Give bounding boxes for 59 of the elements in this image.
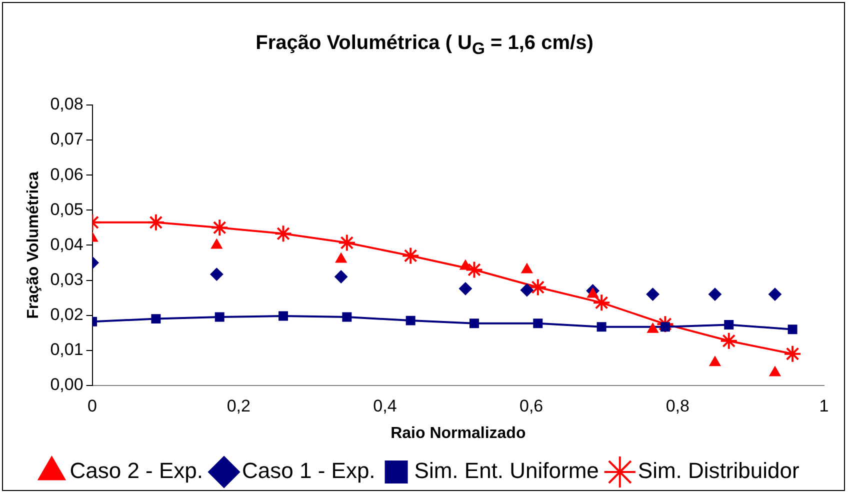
point <box>210 218 229 237</box>
y-tick-label: 0,01 <box>50 340 84 360</box>
point <box>646 288 660 301</box>
chart-title: Fração Volumétrica ( U$_{G}$ = 1,6 cm/s) <box>254 32 594 59</box>
x-tick-label: 0,8 <box>666 396 690 416</box>
point <box>647 322 658 333</box>
point <box>520 284 534 297</box>
x-tick-label: 0,4 <box>373 396 397 416</box>
y-tick-label: 0,06 <box>50 164 84 184</box>
x-tick-label: 0 <box>88 396 98 416</box>
x-tick-label: 1 <box>819 396 829 416</box>
point <box>406 316 416 326</box>
y-tick-label: 0,03 <box>50 270 84 289</box>
y-axis-title: Fração Volumétrica <box>25 171 42 319</box>
point <box>214 312 224 322</box>
point <box>342 312 352 322</box>
x-tick-label: 0,6 <box>519 396 544 416</box>
point <box>660 322 670 332</box>
y-tick-label: 0,08 <box>50 94 84 114</box>
point <box>720 332 738 350</box>
point <box>210 268 224 281</box>
point <box>278 311 288 321</box>
point <box>596 322 606 332</box>
point <box>274 224 292 243</box>
legend-label: Sim. Ent. Uniforme <box>414 458 599 484</box>
point <box>465 260 484 279</box>
x-tick-label: 0,2 <box>226 396 250 416</box>
y-tick-label: 0,07 <box>50 130 84 149</box>
point <box>402 246 420 265</box>
point <box>587 288 598 298</box>
point <box>460 260 472 270</box>
y-tick-label: 0,00 <box>50 375 84 394</box>
point <box>335 252 347 263</box>
point <box>151 314 161 324</box>
x-axis-title: Raio Normalizado <box>390 424 526 442</box>
point <box>724 320 734 330</box>
point <box>521 263 533 274</box>
point <box>458 282 472 296</box>
y-tick-label: 0,05 <box>50 200 84 219</box>
legend-label: Sim. Distribuidor <box>638 458 800 484</box>
point <box>788 324 798 334</box>
point <box>334 270 348 284</box>
legend-label: Caso 1 - Exp. <box>242 458 376 484</box>
y-tick-label: 0,04 <box>50 234 84 254</box>
y-tick-label: 0,02 <box>50 304 84 324</box>
point <box>784 344 802 363</box>
legend-label: Caso 2 - Exp. <box>70 458 204 484</box>
point <box>338 234 356 252</box>
point <box>470 318 479 328</box>
point <box>528 278 547 296</box>
point <box>146 213 165 232</box>
point <box>769 366 781 376</box>
point <box>708 288 722 301</box>
point <box>533 318 543 328</box>
point <box>768 288 782 301</box>
point <box>656 315 674 334</box>
point <box>210 238 222 249</box>
point <box>592 294 611 312</box>
point <box>709 356 721 366</box>
